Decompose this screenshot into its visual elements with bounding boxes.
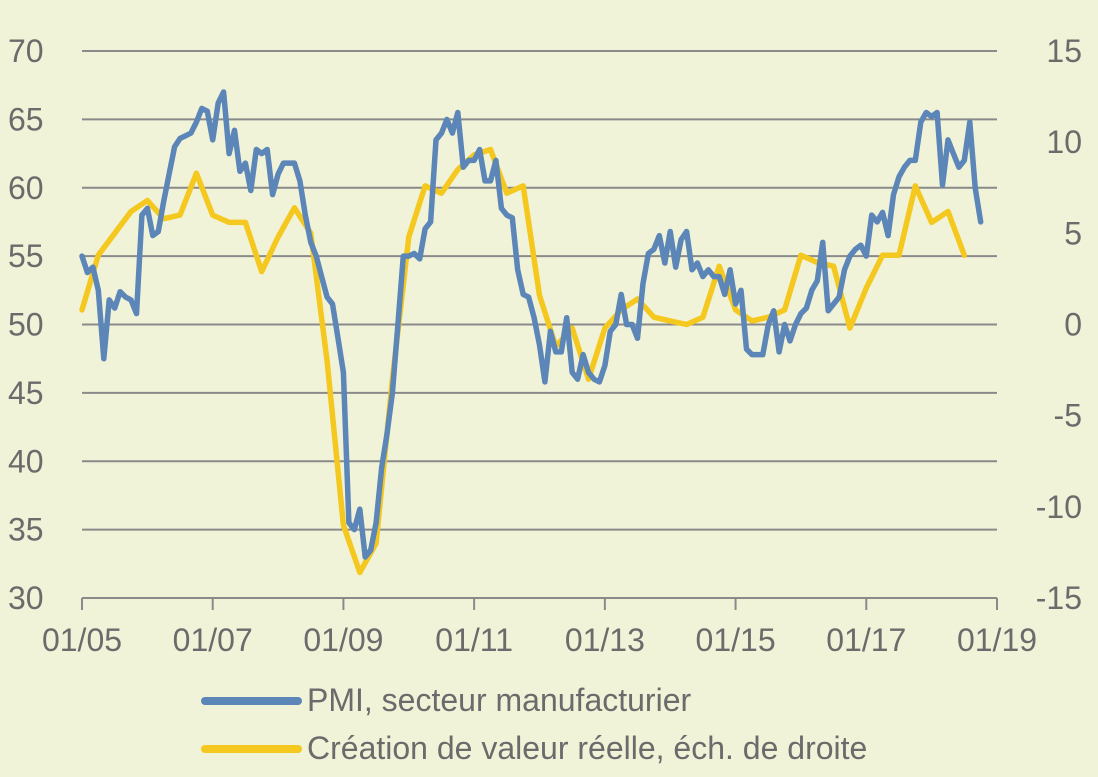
x-tick-label: 01/09 (303, 622, 383, 658)
left-tick-label: 30 (8, 580, 44, 616)
right-tick-label: 5 (1064, 215, 1082, 251)
left-tick-label: 60 (8, 170, 44, 206)
x-tick-label: 01/07 (173, 622, 253, 658)
x-tick-label: 01/19 (957, 622, 1037, 658)
x-tick-label: 01/15 (696, 622, 776, 658)
x-tick-label: 01/11 (435, 622, 513, 658)
left-tick-label: 55 (8, 238, 44, 274)
right-tick-label: 10 (1046, 124, 1082, 160)
legend-label-pmi: PMI, secteur manufacturier (307, 682, 691, 718)
right-tick-label: 15 (1046, 33, 1082, 69)
right-tick-label: -10 (1036, 489, 1082, 525)
x-tick-label: 01/17 (826, 622, 906, 658)
right-tick-label: -5 (1054, 398, 1082, 434)
left-tick-label: 70 (8, 33, 44, 69)
x-axis (81, 598, 998, 610)
left-tick-label: 35 (8, 512, 44, 548)
legend: PMI, secteur manufacturier Création de v… (201, 682, 867, 766)
right-tick-label: 0 (1064, 307, 1082, 343)
x-axis-ticks: 01/05 01/07 01/09 01/11 01/13 01/15 01/17 01/19 (42, 622, 1037, 658)
left-tick-label: 45 (8, 375, 44, 411)
right-tick-label: -15 (1036, 580, 1082, 616)
series-line-value (79, 146, 968, 576)
right-y-axis-ticks: -15 -10 -5 0 5 10 15 (1036, 33, 1082, 616)
left-y-axis-ticks: 30 35 40 45 50 55 60 65 70 (8, 33, 44, 616)
series-line-pmi (79, 89, 984, 560)
x-tick-label: 01/13 (565, 622, 645, 658)
series-lines (79, 89, 984, 576)
left-tick-label: 40 (8, 443, 44, 479)
x-tick-label: 01/05 (42, 622, 122, 658)
grid (82, 50, 997, 599)
left-tick-label: 50 (8, 307, 44, 343)
left-tick-label: 65 (8, 101, 44, 137)
legend-label-value: Création de valeur réelle, éch. de droit… (307, 730, 867, 766)
